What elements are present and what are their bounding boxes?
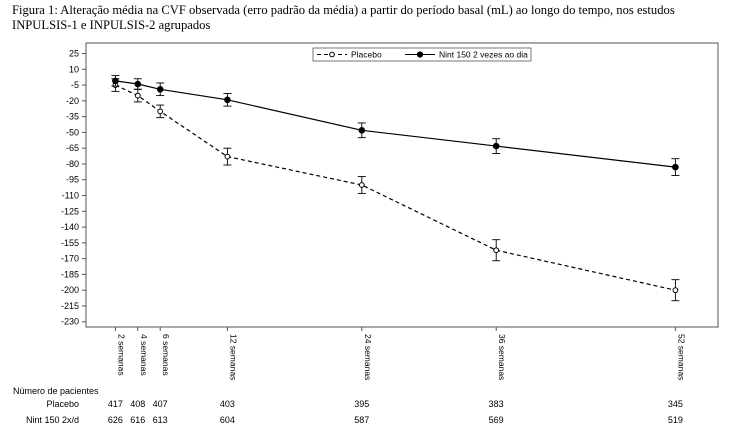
x-tick-label: 6 semanas bbox=[161, 334, 171, 376]
patients-count: 383 bbox=[488, 399, 504, 409]
data-point bbox=[156, 85, 164, 93]
y-tick-label: -50 bbox=[66, 127, 79, 137]
patients-count: 408 bbox=[130, 399, 146, 409]
data-point bbox=[224, 153, 231, 160]
y-tick-label: -20 bbox=[66, 96, 79, 106]
patients-count: 604 bbox=[219, 415, 235, 425]
series-placebo bbox=[111, 78, 680, 302]
legend: Placebo Nint 150 2 vezes ao dia bbox=[312, 47, 532, 62]
patients-row-label-nint: Nint 150 2x/d bbox=[25, 415, 79, 425]
legend-label-nint: Nint 150 2 vezes ao dia bbox=[439, 50, 528, 60]
y-tick-label: -5 bbox=[71, 80, 79, 90]
series-line bbox=[115, 80, 676, 168]
y-tick-label: -65 bbox=[66, 143, 79, 153]
figure-caption: Figura 1: Alteração média na CVF observa… bbox=[12, 3, 675, 32]
y-tick-label: 25 bbox=[69, 49, 79, 59]
patients-count: 587 bbox=[354, 415, 370, 425]
legend-marker bbox=[329, 51, 335, 58]
patients-count: 519 bbox=[667, 415, 683, 425]
data-point bbox=[112, 77, 119, 85]
data-point bbox=[492, 142, 500, 150]
x-tick-label: 24 semanas bbox=[363, 334, 373, 380]
patients-count: 616 bbox=[130, 415, 146, 425]
plot-frame bbox=[85, 42, 719, 328]
patients-count: 626 bbox=[107, 415, 123, 425]
legend-label-placebo: Placebo bbox=[351, 50, 382, 60]
y-tick-label: -185 bbox=[61, 269, 79, 279]
x-tick-label: 12 semanas bbox=[228, 334, 238, 380]
patients-count: 417 bbox=[107, 399, 123, 409]
y-tick-label: -170 bbox=[61, 254, 79, 264]
y-tick-label: -230 bbox=[61, 317, 79, 327]
patients-row-label-placebo: Placebo bbox=[46, 399, 79, 409]
y-axis: 25 10 -5 -20 -35 -50 -65 -80 -95 -110 -125 -140 -155… bbox=[61, 49, 86, 327]
data-point bbox=[358, 182, 365, 188]
y-tick-label: -215 bbox=[61, 301, 79, 311]
patients-count: 407 bbox=[152, 399, 168, 409]
y-tick-label: -35 bbox=[66, 112, 79, 122]
series-nint bbox=[111, 75, 680, 176]
y-tick-label: -155 bbox=[61, 238, 79, 248]
x-tick-label: 2 semanas bbox=[116, 334, 126, 376]
y-tick-label: -125 bbox=[61, 206, 79, 216]
patients-count: 345 bbox=[667, 399, 683, 409]
x-axis: 2 semanas 4 semanas 6 semanas 12 semanas 24 … bbox=[114, 327, 686, 380]
y-tick-label: -200 bbox=[61, 285, 79, 295]
data-point bbox=[134, 80, 142, 88]
y-tick-label: -140 bbox=[61, 222, 79, 232]
y-tick-label: -95 bbox=[66, 175, 79, 185]
patients-count: 613 bbox=[152, 415, 168, 425]
series-layer bbox=[111, 75, 680, 302]
data-point bbox=[358, 127, 366, 134]
legend-marker bbox=[416, 51, 424, 58]
patients-table-header: Número de pacientes bbox=[13, 386, 99, 396]
data-point bbox=[157, 108, 164, 115]
y-tick-label: -80 bbox=[66, 159, 79, 169]
data-point bbox=[672, 163, 679, 171]
patients-count: 395 bbox=[354, 399, 370, 409]
data-point bbox=[493, 247, 500, 254]
x-tick-label: 4 semanas bbox=[139, 334, 149, 376]
x-tick-label: 52 semanas bbox=[676, 334, 686, 380]
data-point bbox=[224, 96, 231, 104]
series-line bbox=[115, 84, 676, 291]
patients-count: 569 bbox=[488, 415, 504, 425]
patients-count: 403 bbox=[219, 399, 235, 409]
data-point bbox=[134, 92, 141, 99]
y-tick-label: 10 bbox=[69, 64, 79, 74]
x-tick-label: 36 semanas bbox=[497, 334, 507, 380]
y-tick-label: -110 bbox=[62, 191, 79, 201]
data-point bbox=[672, 287, 679, 294]
